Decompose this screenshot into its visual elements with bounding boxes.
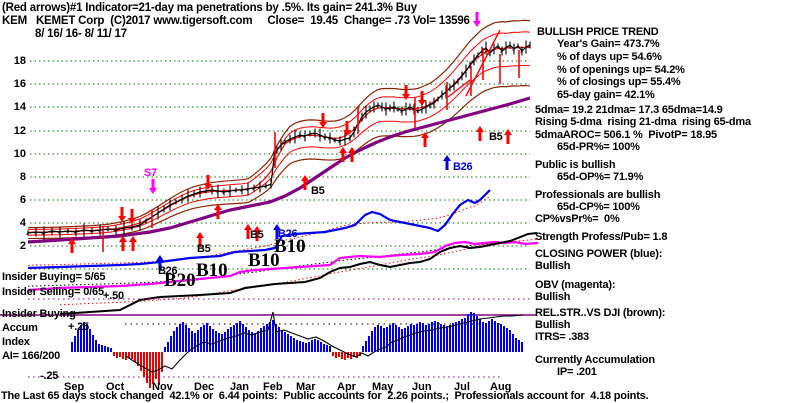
signal-label: B5	[489, 131, 503, 143]
panel-line: 65d-CP%= 100%	[557, 201, 640, 213]
footer-summary-line: The Last 65 days stock changed 42.1% or …	[1, 390, 649, 402]
price-tick-label: 10	[13, 148, 26, 160]
header-indicator-line: (Red arrows)#1 Indicator=21-day ma penet…	[2, 2, 417, 14]
signal-label: B10	[196, 260, 228, 281]
price-tick-label: 6	[19, 194, 26, 206]
signal-label: B26	[453, 161, 473, 173]
panel-line: Professionals are bullish	[535, 189, 661, 201]
month-label: Jun	[412, 381, 432, 393]
price-tick-label: 14	[13, 101, 26, 113]
price-tick-label: 8	[19, 171, 26, 183]
panel-line: 65-day gain= 42.1%	[557, 89, 655, 101]
signal-label: S7	[144, 167, 157, 179]
month-label: Jan	[230, 381, 249, 393]
panel-line: Public is bullish	[535, 159, 616, 171]
signal-label: B5	[250, 229, 264, 241]
month-label: Sep	[64, 381, 85, 393]
panel-line: Year's Gain= 473.7%	[557, 38, 660, 50]
panel-line: Bullish	[535, 291, 571, 303]
month-label: Apr	[337, 381, 356, 393]
panel-line: CP%vsPr%= 0%	[535, 213, 620, 225]
panel-line: 5dmaAROC= 506.1 % PivotP= 18.95	[535, 129, 717, 141]
signal-label: B10	[248, 250, 280, 271]
price-tick-label: 16	[13, 78, 26, 90]
panel-line: CLOSING POWER (blue):	[535, 248, 663, 260]
panel-line: Bullish	[535, 319, 571, 331]
header-date-range: 8/ 16/ 16- 8/ 11/ 17	[35, 28, 127, 40]
panel-line: Bullish	[535, 260, 571, 272]
panel-line: OBV (magenta):	[535, 279, 616, 291]
month-label: Feb	[263, 381, 283, 393]
panel-line: 65d-OP%= 71.9%	[557, 171, 644, 183]
month-label: Aug	[490, 381, 512, 393]
panel-line: Strength Profess/Pub= 1.8	[535, 231, 668, 243]
overlay-label: Accum	[2, 322, 38, 334]
signal-label: B26	[278, 228, 298, 240]
panel-line: BULLISH PRICE TREND	[537, 26, 659, 38]
price-tick-label: 18	[13, 55, 26, 67]
overlay-label: Insider Buying	[2, 308, 76, 320]
panel-line: Rising 5-dma rising 21-dma rising 65-dma	[535, 116, 751, 128]
overlay-label: +.25	[68, 321, 89, 333]
panel-line: % of closings up= 55.4%	[557, 76, 681, 88]
overlay-label: Insider Selling= 0/65	[2, 286, 104, 298]
panel-line: % of days up= 54.6%	[557, 51, 662, 63]
overlay-label: Index	[2, 336, 30, 348]
panel-line: % of openings up= 54.2%	[557, 64, 685, 76]
month-label: Dec	[194, 381, 215, 393]
panel-line: ITRS= .383	[535, 331, 589, 343]
overlay-label: +.50	[103, 290, 124, 302]
header-ticker-line: KEM KEMET Corp (C)2017 www.tigersoft.com…	[2, 15, 470, 27]
panel-line: REL.STR..VS DJI (brown):	[535, 307, 666, 319]
signal-label: B26	[158, 265, 178, 277]
panel-line: 5dma= 19.2 21dma= 17.3 65dma=14.9	[535, 104, 723, 116]
price-tick-label: 4	[19, 217, 26, 229]
panel-line: 65d-PR%= 100%	[557, 141, 640, 153]
month-label: Oct	[106, 381, 125, 393]
signal-label: B10	[274, 236, 306, 257]
price-tick-label: 2	[19, 240, 26, 252]
overlay-label: Insider Buying= 5/65	[2, 271, 106, 283]
panel-line: Currently Accumulation	[535, 354, 655, 366]
overlay-label: AI= 166/200	[2, 350, 61, 362]
signal-label: B20	[164, 270, 196, 291]
month-label: May	[372, 381, 394, 393]
month-label: Jul	[454, 381, 470, 393]
signal-label: B5	[197, 243, 211, 255]
overlay-label: -.25	[40, 370, 59, 382]
panel-line: IP= .201	[557, 366, 597, 378]
month-label: Mar	[296, 381, 316, 393]
signal-label: B5	[311, 185, 325, 197]
price-tick-label: 12	[13, 125, 26, 137]
month-label: Nov	[152, 381, 173, 393]
